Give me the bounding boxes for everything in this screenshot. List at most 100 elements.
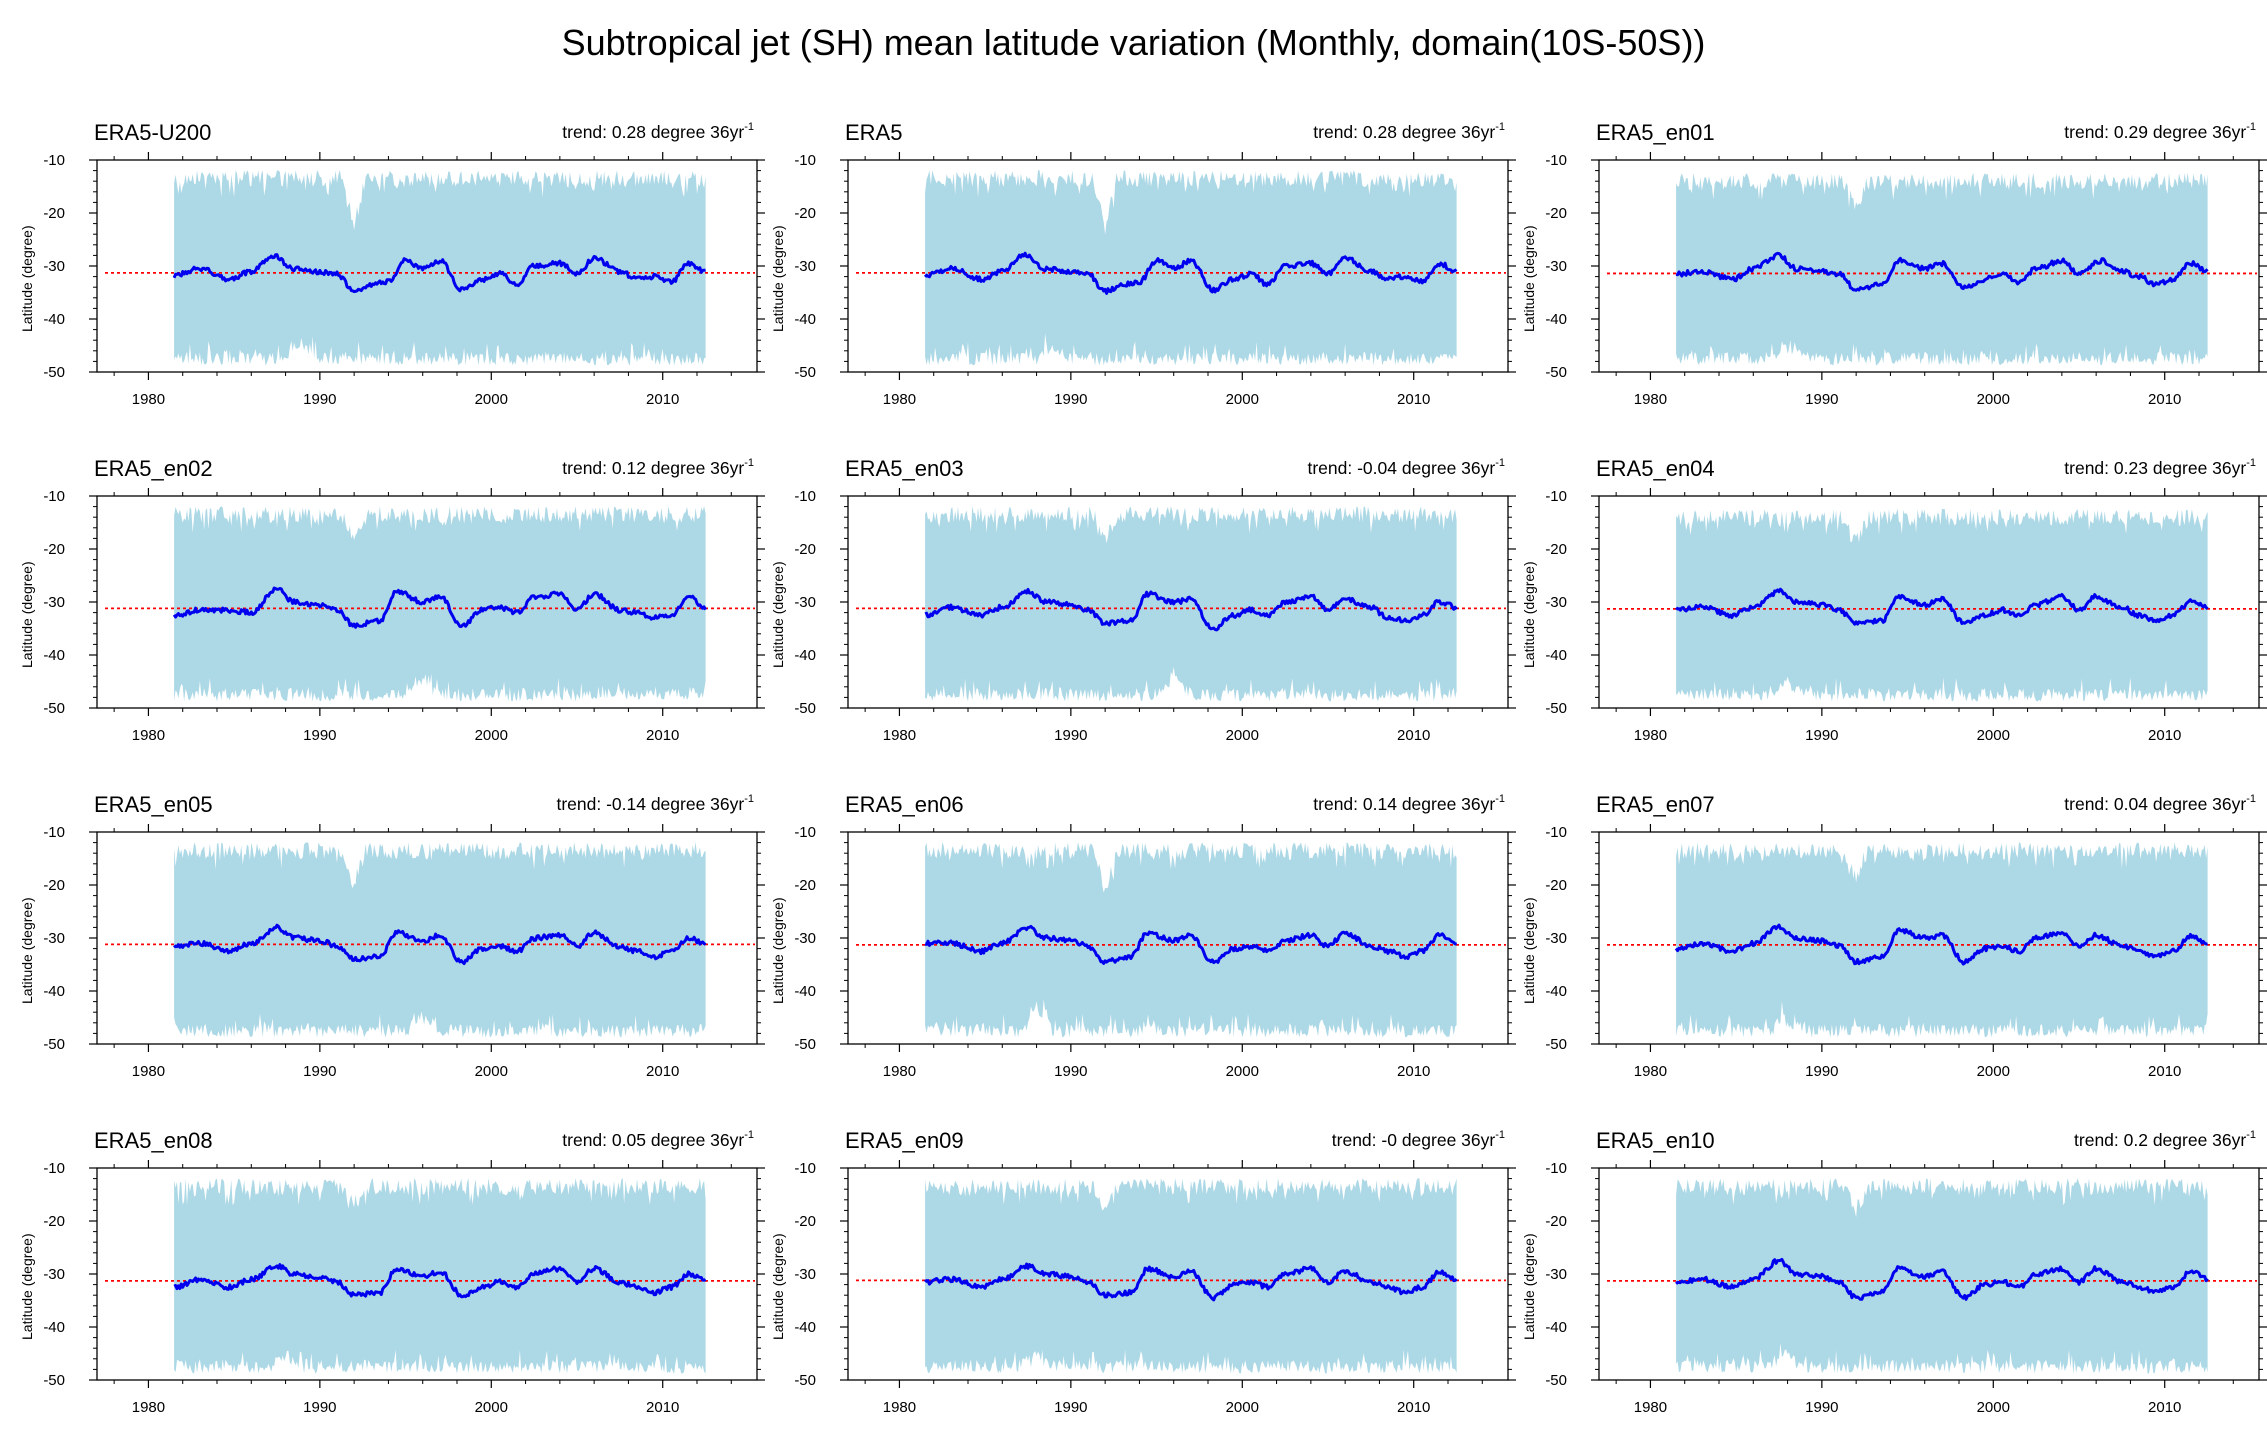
x-tick-label: 1990 (1805, 1399, 1838, 1416)
x-tick-label: 1990 (1054, 1399, 1087, 1416)
mean-latitude-line (172, 253, 706, 294)
y-tick-label: -10 (1545, 152, 1567, 169)
y-tick-label: -10 (794, 1160, 816, 1177)
y-tick-label: -30 (794, 258, 816, 275)
x-tick-label: 2010 (646, 1063, 679, 1080)
x-tick-label: 2000 (1226, 1399, 1259, 1416)
panel-title: ERA5_en07 (1596, 792, 1715, 817)
x-tick-label: 2010 (1397, 1399, 1430, 1416)
y-tick-label: -10 (1545, 1160, 1567, 1177)
x-tick-label: 1980 (132, 1399, 165, 1416)
x-tick-label: 2010 (646, 1399, 679, 1416)
x-tick-label: 1990 (1805, 727, 1838, 744)
trend-label: trend: 0.28 degree 36yr-1 (562, 121, 754, 143)
x-tick-label: 1980 (132, 1063, 165, 1080)
chart-panel: ERA5_en06 trend: 0.14 degree 36yr-1 Latitu… (768, 782, 1516, 1112)
trend-label: trend: 0.29 degree 36yr-1 (2064, 121, 2256, 143)
x-tick-label: 1980 (132, 391, 165, 408)
trend-text: trend: 0.12 degree 36yr (562, 458, 745, 478)
trend-exponent: -1 (1495, 457, 1505, 470)
chart-plot: -50 -40 -30 -20 -10 1980 1990 2000 2010 (43, 824, 765, 1080)
figure-title: Subtropical jet (SH) mean latitude varia… (561, 22, 1706, 63)
panel-title: ERA5_en05 (94, 792, 213, 817)
chart-plot: -50 -40 -30 -20 -10 1980 1990 2000 2010 (794, 488, 1516, 744)
trend-exponent: -1 (744, 793, 754, 806)
y-tick-label: -30 (43, 594, 65, 611)
range-band (1676, 172, 2208, 366)
y-tick-label: -10 (43, 824, 65, 841)
y-tick-label: -50 (43, 1372, 65, 1389)
y-tick-label: -20 (1545, 541, 1567, 558)
y-tick-label: -40 (1545, 1319, 1567, 1336)
y-tick-label: -30 (794, 1266, 816, 1283)
y-tick-label: -20 (794, 541, 816, 558)
trend-label: trend: 0.28 degree 36yr-1 (1313, 121, 1505, 143)
y-tick-label: -10 (1545, 824, 1567, 841)
chart-panel: ERA5_en07 trend: 0.04 degree 36yr-1 Latitu… (1519, 782, 2267, 1112)
chart-plot: -50 -40 -30 -20 -10 1980 1990 2000 2010 (1545, 1160, 2267, 1416)
y-tick-label: -10 (794, 152, 816, 169)
y-tick-label: -20 (1545, 877, 1567, 894)
x-tick-label: 1990 (303, 1399, 336, 1416)
x-tick-label: 1990 (1054, 391, 1087, 408)
y-tick-label: -40 (794, 983, 816, 1000)
y-tick-label: -20 (43, 205, 65, 222)
chart-panel: ERA5_en01 trend: 0.29 degree 36yr-1 Latitu… (1519, 110, 2267, 440)
trend-exponent: -1 (1495, 121, 1505, 134)
trend-text: trend: -0.14 degree 36yr (556, 794, 745, 814)
y-tick-label: -50 (1545, 700, 1567, 717)
panel-title: ERA5 (845, 120, 903, 145)
y-tick-label: -30 (1545, 258, 1567, 275)
range-band (1676, 508, 2208, 702)
mean-latitude-line (1675, 251, 2209, 292)
y-tick-label: -30 (1545, 930, 1567, 947)
trend-text: trend: 0.04 degree 36yr (2064, 794, 2247, 814)
trend-exponent: -1 (2246, 1129, 2256, 1142)
y-tick-label: -10 (794, 824, 816, 841)
x-tick-label: 2010 (646, 391, 679, 408)
x-tick-label: 1990 (1054, 1063, 1087, 1080)
mean-latitude-line (923, 251, 1458, 295)
y-tick-label: -50 (794, 1036, 816, 1053)
trend-label: trend: 0.05 degree 36yr-1 (562, 1129, 754, 1151)
y-tick-label: -50 (794, 1372, 816, 1389)
panel-title: ERA5_en06 (845, 792, 964, 817)
y-tick-label: -40 (43, 983, 65, 1000)
x-tick-label: 2000 (475, 391, 508, 408)
chart-plot: -50 -40 -30 -20 -10 1980 1990 2000 2010 (794, 824, 1516, 1080)
y-tick-label: -30 (1545, 594, 1567, 611)
trend-exponent: -1 (2246, 457, 2256, 470)
x-tick-label: 1980 (883, 391, 916, 408)
chart-panel: ERA5_en03 trend: -0.04 degree 36yr-1 Latit… (768, 446, 1516, 776)
y-tick-label: -40 (794, 1319, 816, 1336)
mean-latitude-line (924, 1262, 1458, 1302)
trend-exponent: -1 (744, 1129, 754, 1142)
trend-exponent: -1 (2246, 121, 2256, 134)
x-tick-label: 1980 (883, 727, 916, 744)
chart-panel: ERA5_en08 trend: 0.05 degree 36yr-1 Latitu… (17, 1118, 765, 1448)
chart-panel: ERA5 trend: 0.28 degree 36yr-1 Latitude (d… (768, 110, 1516, 440)
y-tick-label: -10 (43, 488, 65, 505)
x-tick-label: 1980 (1634, 1399, 1667, 1416)
trend-exponent: -1 (1495, 793, 1505, 806)
range-band (925, 170, 1457, 366)
chart-panel: ERA5_en04 trend: 0.23 degree 36yr-1 Latitu… (1519, 446, 2267, 776)
y-tick-label: -40 (1545, 311, 1567, 328)
y-tick-label: -30 (794, 930, 816, 947)
mean-latitude-line (924, 587, 1458, 632)
x-tick-label: 1980 (1634, 727, 1667, 744)
x-tick-label: 1990 (1805, 391, 1838, 408)
mean-latitude-line (1675, 1257, 2209, 1301)
y-tick-label: -40 (43, 647, 65, 664)
chart-plot: -50 -40 -30 -20 -10 1980 1990 2000 2010 (1545, 824, 2267, 1080)
trend-text: trend: -0.04 degree 36yr (1307, 458, 1496, 478)
range-band (174, 1178, 706, 1374)
y-tick-label: -40 (43, 1319, 65, 1336)
x-tick-label: 2010 (1397, 391, 1430, 408)
x-tick-label: 1990 (303, 391, 336, 408)
y-tick-label: -50 (794, 700, 816, 717)
x-tick-label: 2010 (1397, 727, 1430, 744)
trend-exponent: -1 (2246, 793, 2256, 806)
y-tick-label: -50 (1545, 364, 1567, 381)
panel-title: ERA5_en03 (845, 456, 964, 481)
